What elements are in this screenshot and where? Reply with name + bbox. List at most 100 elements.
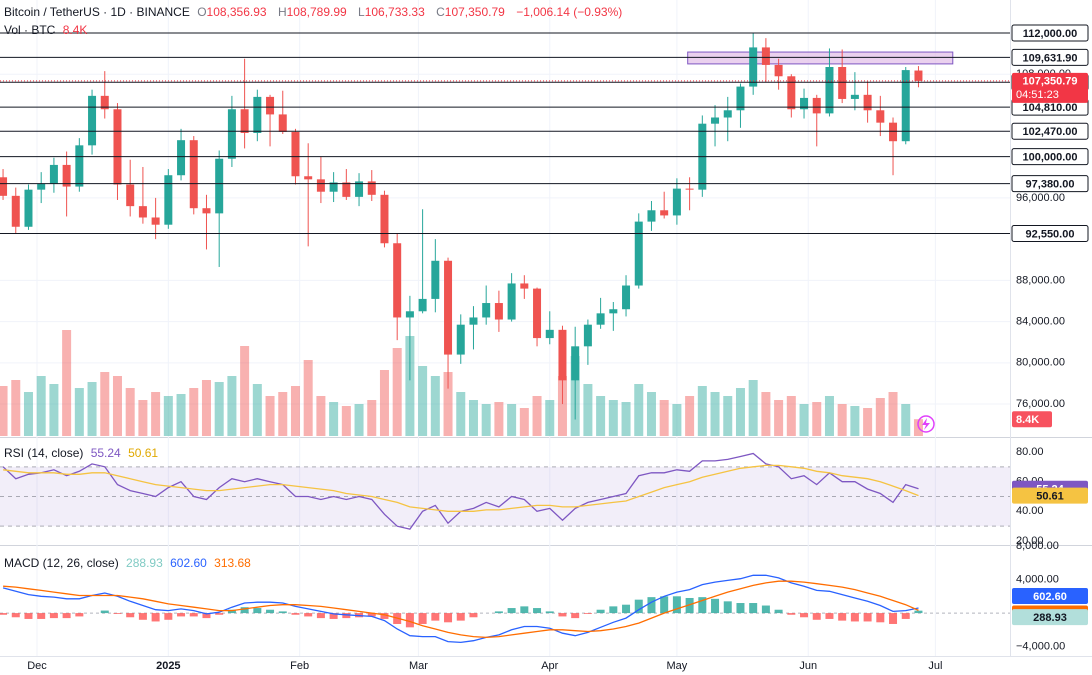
y-tick-label: 84,000.00 xyxy=(1016,315,1065,327)
histogram-bar xyxy=(151,613,160,622)
histogram-bar xyxy=(507,608,516,614)
candle-body xyxy=(863,94,872,111)
volume-bar xyxy=(646,392,656,436)
volume-tag-box xyxy=(1012,411,1052,428)
histogram-bar xyxy=(825,613,834,619)
volume-bar xyxy=(87,382,97,436)
ohlc-key: L xyxy=(358,5,365,19)
volume-bar xyxy=(201,380,211,436)
candle-body xyxy=(545,329,554,339)
candle-body xyxy=(49,164,58,184)
rsi-title[interactable]: RSI (14, close) xyxy=(4,446,84,460)
volume-bar xyxy=(735,388,745,436)
volume-title[interactable]: Vol · BTC xyxy=(4,23,56,37)
x-tick-label: 2025 xyxy=(156,660,180,672)
candle-body xyxy=(189,140,198,209)
symbol-title[interactable]: Bitcoin / TetherUS · 1D · BINANCE xyxy=(4,5,190,19)
symbol-legend: Bitcoin / TetherUS · 1D · BINANCE O108,3… xyxy=(4,5,626,19)
histogram-bar xyxy=(278,611,287,614)
volume-bar xyxy=(329,402,339,436)
candle-body xyxy=(278,114,287,132)
volume-bar xyxy=(634,384,644,436)
candle-body xyxy=(507,283,516,320)
candle-body xyxy=(609,309,618,314)
candle-body xyxy=(761,47,770,65)
histogram-bar xyxy=(850,613,859,622)
volume-bar xyxy=(392,348,402,436)
plot xyxy=(0,32,1010,644)
x-tick-label: Apr xyxy=(541,660,558,672)
candle-body xyxy=(227,109,236,159)
level-label: 109,631.90 xyxy=(1022,52,1077,64)
histogram-bar xyxy=(520,606,529,614)
lightning-icon[interactable] xyxy=(917,415,935,433)
level-label-box xyxy=(1011,148,1089,166)
volume-bar xyxy=(303,360,313,436)
histogram-bar xyxy=(545,611,554,614)
volume-bar xyxy=(23,392,33,436)
histogram-bar xyxy=(583,613,592,614)
candle-body xyxy=(240,109,249,133)
candle-body xyxy=(558,329,567,381)
volume-tag: 8.4K xyxy=(1016,414,1039,426)
candle-body xyxy=(876,110,885,123)
volume-bar xyxy=(74,388,84,436)
histogram-bar xyxy=(533,608,542,614)
volume-bar xyxy=(316,396,326,436)
y-tick-label: 8,000.00 xyxy=(1016,540,1059,552)
histogram-bar xyxy=(189,613,198,617)
macd-value: 602.60 xyxy=(170,556,207,570)
candle-body xyxy=(533,288,542,339)
candle-body xyxy=(596,313,605,325)
y-tick-label: 76,000.00 xyxy=(1016,398,1065,410)
candle-body xyxy=(482,303,491,318)
histogram-bar xyxy=(609,606,618,614)
candle-body xyxy=(126,184,135,207)
volume-bar xyxy=(748,380,758,436)
candle-body xyxy=(215,158,224,214)
histogram-bar xyxy=(863,613,872,622)
volume-bar xyxy=(151,392,161,436)
candle-body xyxy=(138,206,147,218)
histogram-bar xyxy=(774,609,783,614)
macd-title[interactable]: MACD (12, 26, close) xyxy=(4,556,119,570)
candle-body xyxy=(914,70,923,81)
volume-bar xyxy=(341,406,351,436)
candle-body xyxy=(889,122,898,142)
histogram-bar xyxy=(266,609,275,614)
level-label-box xyxy=(1011,175,1089,193)
volume-bar xyxy=(545,400,555,436)
y-tick-label: 4,000.00 xyxy=(1016,573,1059,585)
histogram-bar xyxy=(787,613,796,615)
ohlc-key: O xyxy=(197,5,207,19)
volume-bar xyxy=(62,330,72,436)
candle-body xyxy=(88,95,97,146)
ohlc-value: 107,350.79 xyxy=(444,5,505,19)
candle-body xyxy=(329,182,338,192)
change: −1,006.14 (−0.93%) xyxy=(516,5,623,19)
histogram-bar xyxy=(622,604,631,614)
volume-bar xyxy=(697,386,707,436)
volume-bar xyxy=(138,400,148,436)
macd-line xyxy=(2,574,919,644)
histogram-bar xyxy=(227,609,236,614)
candle-body xyxy=(266,96,275,115)
histogram-bar xyxy=(698,597,707,614)
candle-body xyxy=(100,95,109,110)
candle-body xyxy=(800,97,809,110)
histogram-bar xyxy=(418,613,427,624)
volume-bar xyxy=(608,400,618,436)
ohlc-value: 106,733.33 xyxy=(364,5,425,19)
volume-bar xyxy=(824,396,834,436)
volume-bar xyxy=(163,396,173,436)
level-label: 112,000.00 xyxy=(1023,28,1077,40)
candle-body xyxy=(520,283,529,289)
ohlc-key: C xyxy=(436,5,445,19)
y-tick-label: 80.00 xyxy=(1016,446,1044,458)
series-tag-box xyxy=(1012,487,1088,504)
ohlc-open: O108,356.93 xyxy=(197,5,270,19)
ohlc-high: H108,789.99 xyxy=(278,5,351,19)
volume-bar xyxy=(112,376,122,436)
candle-body xyxy=(812,97,821,114)
